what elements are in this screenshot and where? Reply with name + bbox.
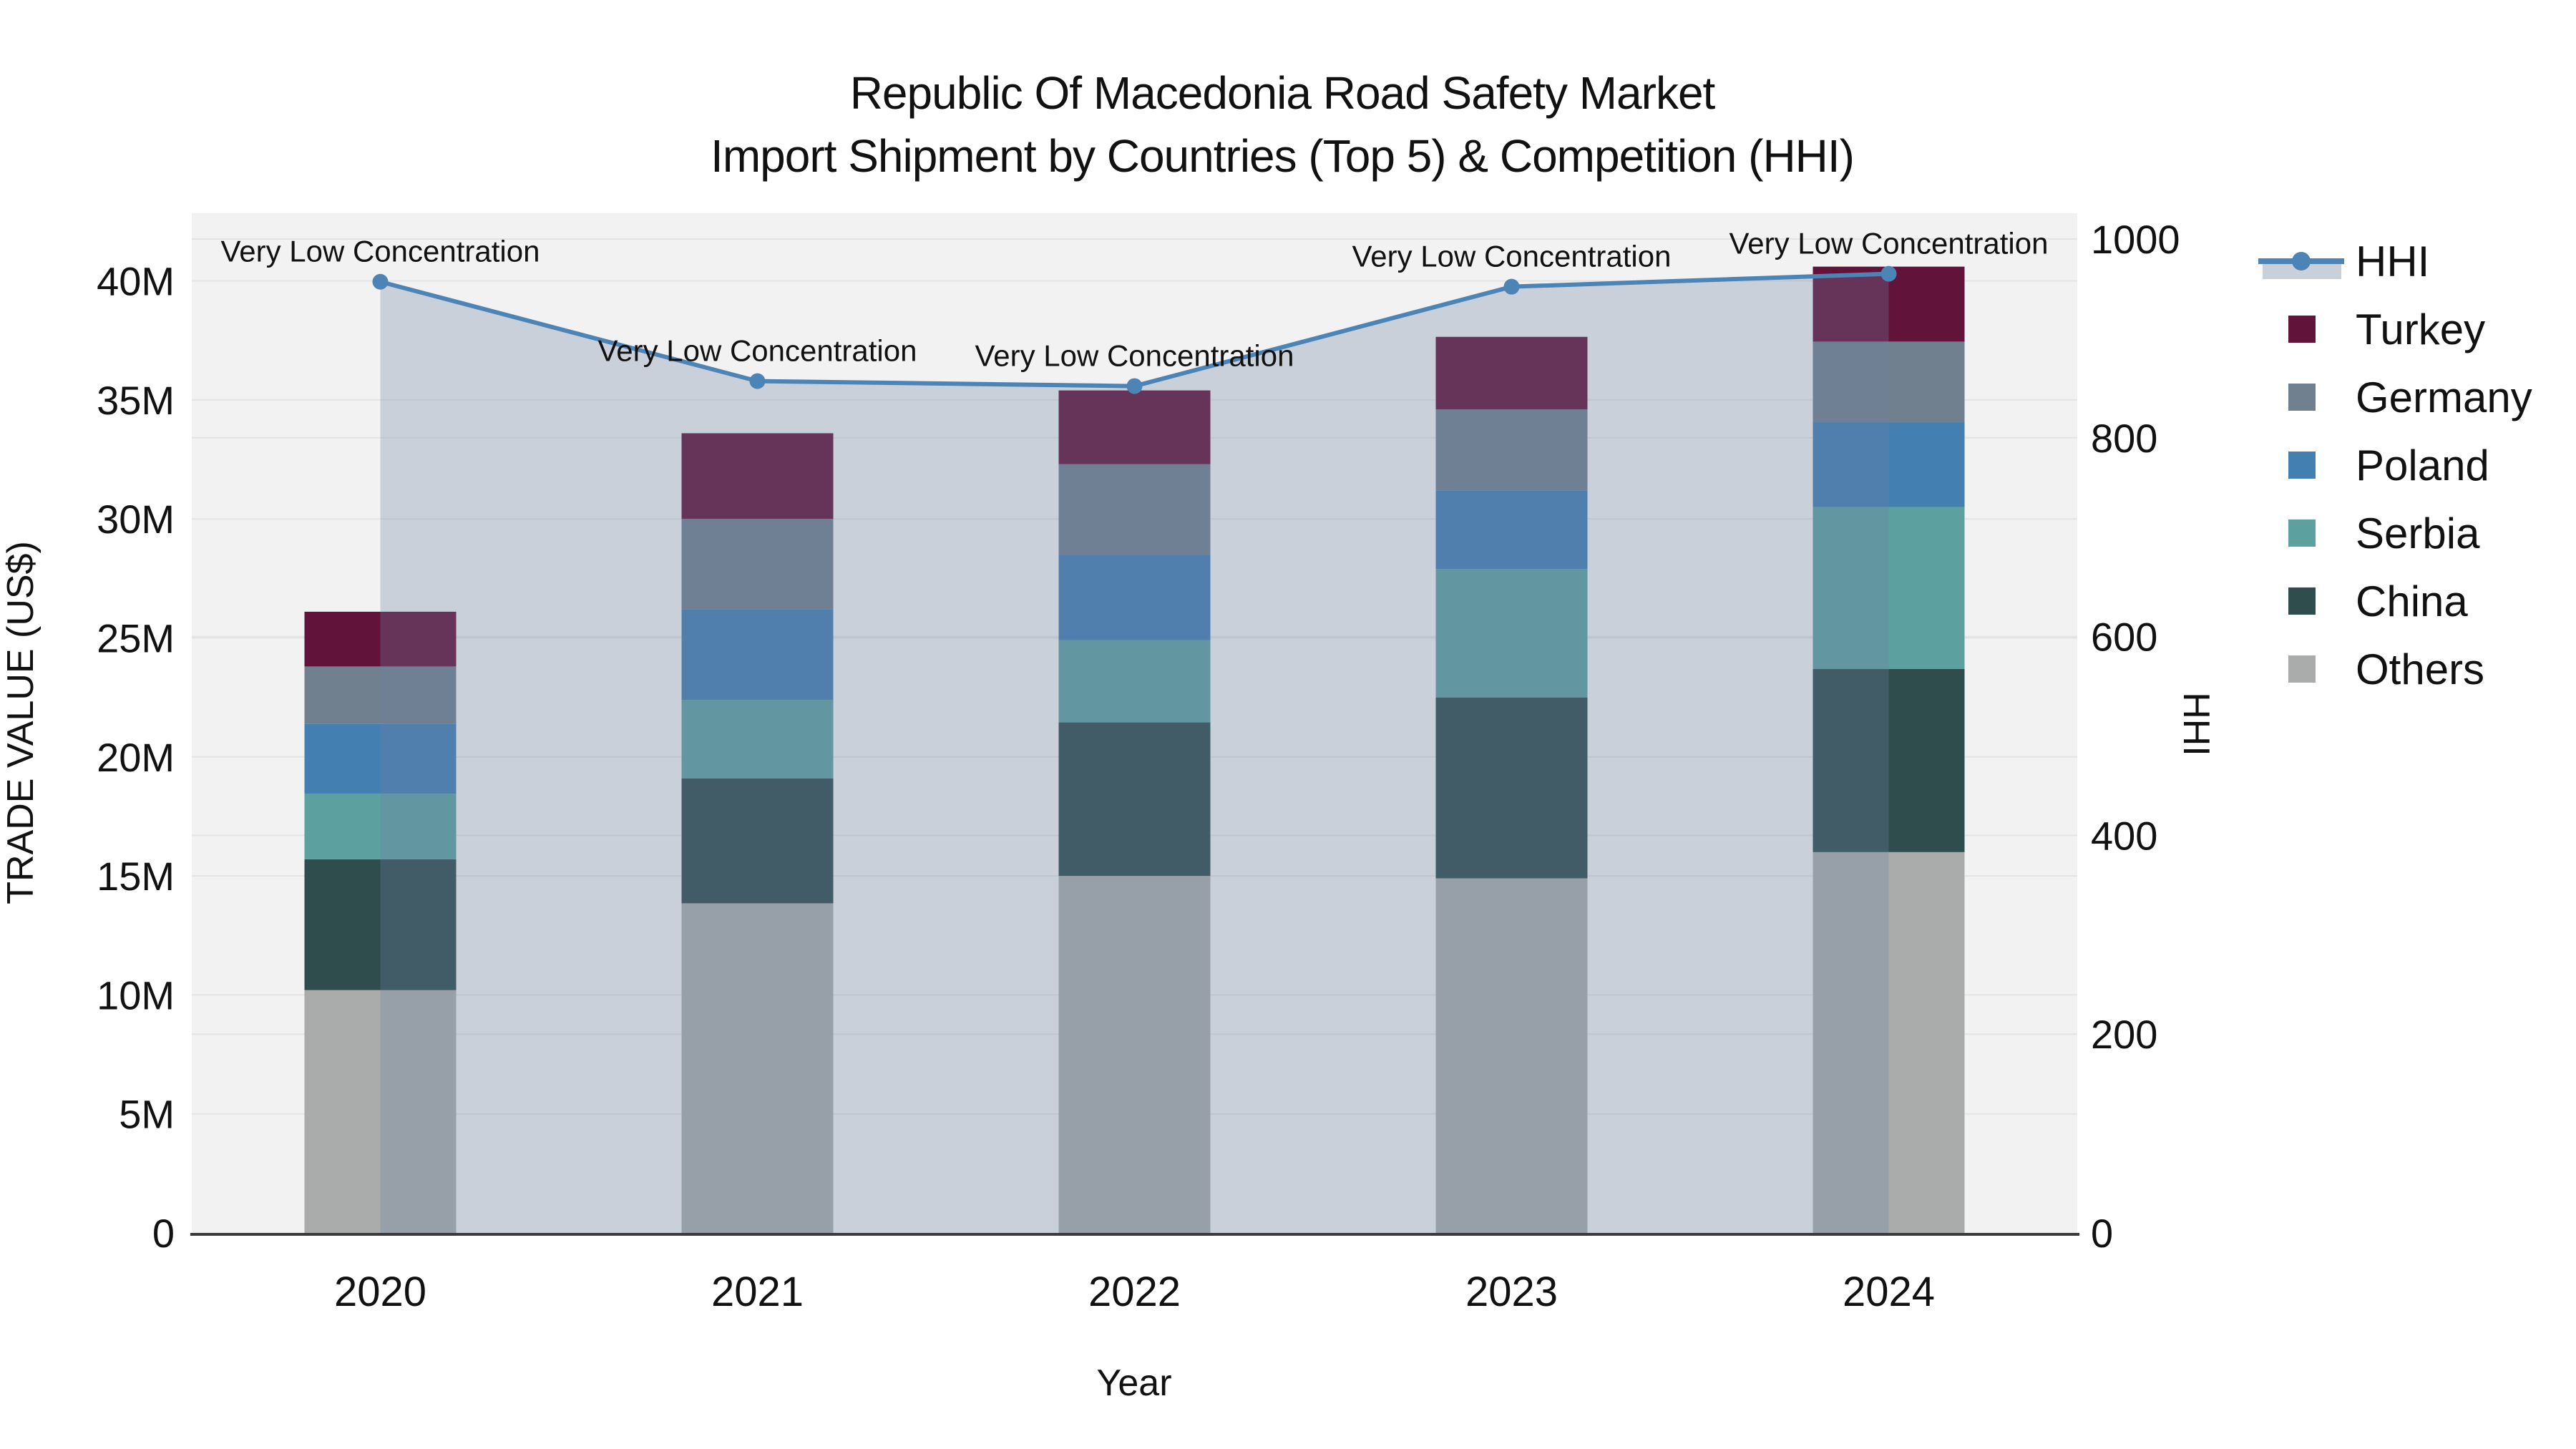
legend-label-poland: Poland [2356,441,2489,489]
bar-segment-poland-2023 [1435,490,1588,570]
bar-segment-serbia-2024 [1813,507,1965,669]
left-tick-40M: 40M [97,259,175,304]
bar-segment-germany-2024 [1813,341,1965,423]
right-tick-200: 200 [2091,1012,2157,1057]
bar-segment-germany-2021 [681,519,834,610]
bar-segment-serbia-2023 [1435,569,1588,698]
bar-segment-serbia-2021 [681,699,834,779]
bar-segment-others-2020 [304,990,457,1233]
bar-segment-others-2024 [1813,852,1965,1233]
chart-title-line2: Import Shipment by Countries (Top 5) & C… [711,130,1854,182]
bar-segment-turkey-2022 [1058,390,1211,464]
left-tick-0: 0 [152,1211,175,1256]
legend-item-germany[interactable]: Germany [2288,374,2532,421]
bar-segment-china-2021 [681,778,834,904]
x-tick-2022: 2022 [1088,1269,1181,1315]
right-y-axis-title: HHI [2175,692,2217,756]
plot-area: Very Low Concentration Very Low Concentra… [97,213,2180,1315]
bar-segment-turkey-2020 [304,611,457,667]
left-tick-30M: 30M [97,497,175,542]
legend-label-serbia: Serbia [2356,509,2480,557]
legend-item-china[interactable]: China [2288,577,2468,625]
hhi-marker-2023 [1503,278,1520,295]
legend-swatch-germany [2288,384,2316,411]
legend-swatch-others [2288,655,2316,683]
annotation-2024: Very Low Concentration [1729,227,2049,260]
x-tick-2020: 2020 [334,1269,426,1315]
right-tick-600: 600 [2091,615,2157,660]
left-y-axis-title: TRADE VALUE (US$) [0,541,42,904]
legend-swatch-poland [2288,452,2316,479]
bar-segment-others-2022 [1058,876,1211,1233]
hhi-marker-2024 [1880,265,1897,282]
legend-item-serbia[interactable]: Serbia [2288,509,2480,557]
bar-segment-germany-2020 [304,666,457,724]
legend-swatch-turkey [2288,316,2316,343]
annotation-2021: Very Low Concentration [598,334,917,368]
legend-marker-hhi [2292,252,2311,270]
x-tick-2024: 2024 [1843,1269,1935,1315]
left-tick-5M: 5M [119,1092,175,1137]
legend-swatch-serbia [2288,519,2316,547]
left-tick-25M: 25M [97,616,175,661]
right-tick-400: 400 [2091,813,2157,858]
bar-segment-serbia-2022 [1058,640,1211,723]
annotation-2023: Very Low Concentration [1352,240,1672,273]
legend-item-turkey[interactable]: Turkey [2288,306,2485,353]
left-tick-10M: 10M [97,972,175,1018]
bar-segment-china-2022 [1058,722,1211,877]
right-tick-0: 0 [2091,1211,2113,1256]
legend-item-hhi[interactable]: HHI [2258,238,2429,286]
bar-segment-china-2020 [304,859,457,990]
bar-segment-poland-2024 [1813,422,1965,507]
bar-segment-china-2024 [1813,668,1965,852]
legend-label-china: China [2356,577,2468,625]
legend-label-germany: Germany [2356,374,2532,421]
legend-label-hhi: HHI [2356,238,2429,286]
legend-swatch-china [2288,587,2316,615]
bar-segment-others-2021 [681,903,834,1233]
bar-segment-china-2023 [1435,697,1588,879]
bar-segment-poland-2022 [1058,555,1211,640]
hhi-area-fill [380,273,1889,1233]
right-tick-800: 800 [2091,416,2157,461]
bar-segment-germany-2023 [1435,409,1588,491]
bar-segment-serbia-2020 [304,794,457,859]
bar-segment-poland-2021 [681,609,834,700]
hhi-marker-2020 [372,273,389,290]
legend: HHI Turkey Germany Poland Serbia China Others [2258,238,2532,693]
right-tick-1000: 1000 [2091,217,2180,262]
hhi-marker-2021 [749,373,766,389]
left-tick-20M: 20M [97,735,175,780]
legend-label-others: Others [2356,645,2484,693]
x-tick-2021: 2021 [711,1269,804,1315]
x-axis-title: Year [1096,1362,1171,1404]
legend-item-poland[interactable]: Poland [2288,441,2489,489]
annotation-2020: Very Low Concentration [221,235,540,268]
legend-label-turkey: Turkey [2356,306,2485,353]
left-tick-15M: 15M [97,854,175,899]
bar-segment-poland-2020 [304,723,457,794]
annotation-2022: Very Low Concentration [975,339,1294,373]
bar-segment-others-2023 [1435,878,1588,1233]
left-tick-35M: 35M [97,378,175,423]
chart-title-line1: Republic Of Macedonia Road Safety Market [850,67,1716,119]
bar-segment-germany-2022 [1058,464,1211,555]
x-tick-2023: 2023 [1465,1269,1558,1315]
bar-segment-turkey-2023 [1435,336,1588,410]
legend-item-others[interactable]: Others [2288,645,2484,693]
bar-segment-turkey-2021 [681,433,834,519]
hhi-marker-2022 [1126,378,1143,394]
